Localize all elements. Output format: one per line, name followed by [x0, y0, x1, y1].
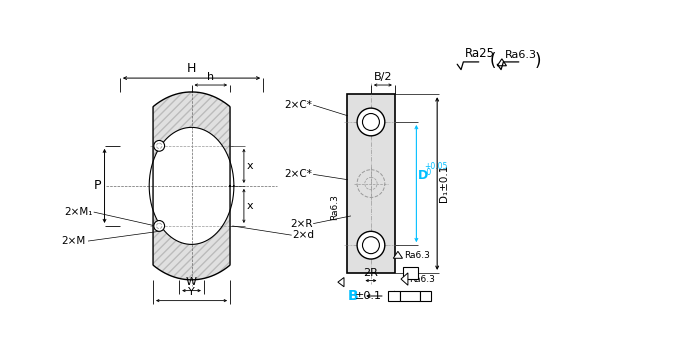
Circle shape — [157, 143, 162, 148]
Text: 2×M: 2×M — [61, 236, 85, 246]
Text: +0.05: +0.05 — [424, 162, 447, 171]
Text: Ra6.3: Ra6.3 — [404, 251, 430, 260]
Text: x: x — [246, 161, 253, 171]
Text: 0: 0 — [424, 168, 431, 177]
Text: 2×C*: 2×C* — [284, 169, 313, 179]
Circle shape — [357, 231, 385, 259]
Bar — [403, 267, 418, 279]
Bar — [388, 291, 401, 302]
Circle shape — [357, 108, 385, 136]
Bar — [420, 291, 431, 302]
Polygon shape — [393, 251, 403, 258]
Text: A: A — [406, 266, 414, 279]
Circle shape — [154, 140, 165, 151]
Text: W: W — [186, 277, 197, 287]
Text: P: P — [94, 180, 102, 192]
Text: 0.02: 0.02 — [398, 291, 423, 301]
Text: ⊥: ⊥ — [389, 290, 399, 303]
Text: B: B — [348, 289, 359, 303]
Polygon shape — [497, 59, 506, 66]
Text: Ra6.3: Ra6.3 — [330, 194, 339, 220]
Polygon shape — [149, 127, 234, 244]
Text: 2R: 2R — [363, 268, 379, 278]
Text: D₁±0.1: D₁±0.1 — [440, 165, 449, 202]
Text: Ra6.3: Ra6.3 — [409, 274, 436, 283]
Text: 2×R: 2×R — [290, 219, 313, 229]
Text: ): ) — [534, 52, 541, 70]
Circle shape — [154, 220, 165, 231]
Polygon shape — [401, 273, 408, 285]
Text: H: H — [187, 62, 196, 75]
Polygon shape — [338, 278, 344, 287]
Text: (: ( — [490, 52, 496, 70]
Text: 2×d: 2×d — [293, 230, 315, 240]
Text: x: x — [246, 201, 253, 211]
Text: 2×C*: 2×C* — [284, 100, 313, 110]
Text: h: h — [207, 72, 214, 82]
Text: A: A — [421, 290, 430, 303]
Bar — [401, 291, 420, 302]
Text: ±0.1: ±0.1 — [354, 291, 382, 301]
Text: D: D — [418, 169, 428, 182]
Text: 2×M₁: 2×M₁ — [65, 207, 93, 217]
Text: Y: Y — [188, 287, 195, 297]
Text: Ra25: Ra25 — [465, 47, 495, 60]
Circle shape — [157, 223, 162, 229]
Text: Ra6.3: Ra6.3 — [505, 50, 537, 60]
Bar — [347, 94, 395, 273]
Circle shape — [363, 114, 379, 130]
Polygon shape — [153, 92, 230, 280]
Text: B/2: B/2 — [374, 72, 392, 82]
Circle shape — [363, 237, 379, 254]
